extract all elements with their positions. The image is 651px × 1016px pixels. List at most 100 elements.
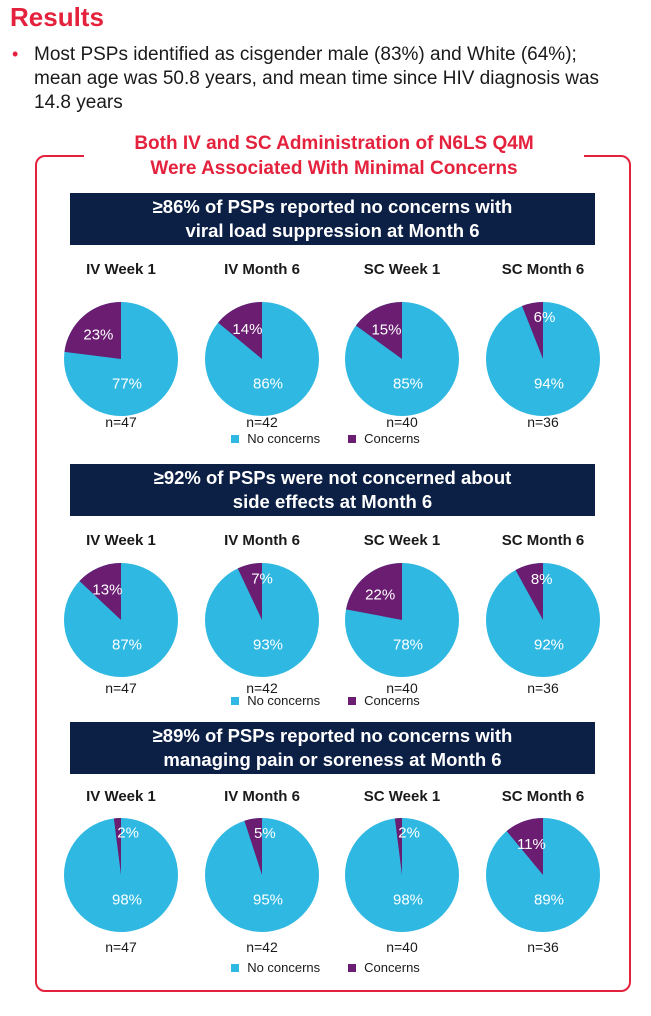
pct-label-no-concerns: 98% <box>393 892 423 909</box>
pct-label-no-concerns: 86% <box>253 376 283 393</box>
pie-label: IV Week 1 <box>86 261 156 278</box>
pie-label: IV Month 6 <box>224 788 300 805</box>
pct-label-concerns: 2% <box>398 824 420 841</box>
pct-label-concerns: 23% <box>83 326 113 343</box>
pie-label: SC Month 6 <box>501 532 585 549</box>
pie-chart: 2% 98% <box>64 818 178 932</box>
pie-slice-concerns <box>113 818 121 875</box>
pie-chart: 7% 93% <box>205 563 319 677</box>
pie-slice-concerns <box>515 563 543 620</box>
sample-size-label: n=42 <box>246 939 278 955</box>
legend-swatch-icon <box>348 696 357 705</box>
sample-size-label: n=36 <box>527 680 559 696</box>
pie-chart: 23% 77% <box>64 302 178 416</box>
pie-chart: 13% 87% <box>64 563 178 677</box>
chart-legend: No concerns Concerns <box>0 431 651 446</box>
chart-title-line1: ≥89% of PSPs reported no concerns with <box>152 725 513 746</box>
pie-chart: 6% 94% <box>486 302 600 416</box>
pct-label-concerns: 2% <box>117 824 139 841</box>
pie-chart: 8% 92% <box>486 563 600 677</box>
sample-size-label: n=36 <box>527 414 559 430</box>
pct-label-no-concerns: 95% <box>253 892 283 909</box>
pct-label-no-concerns: 94% <box>534 376 564 393</box>
pct-label-no-concerns: 85% <box>393 376 423 393</box>
pct-label-no-concerns: 98% <box>112 892 142 909</box>
chart-title-line2: viral load suppression at Month 6 <box>185 220 480 241</box>
sample-size-label: n=36 <box>527 939 559 955</box>
chart-banner: ≥86% of PSPs reported no concerns with vi… <box>70 193 595 245</box>
pct-label-no-concerns: 89% <box>534 892 564 909</box>
pie-slice-concerns <box>64 302 121 359</box>
summary-bullet: • Most PSPs identified as cisgender male… <box>12 43 614 115</box>
pie-chart: 11% 89% <box>486 818 600 932</box>
pct-label-no-concerns: 93% <box>253 637 283 654</box>
pie-slice-concerns <box>355 302 402 359</box>
summary-text: Most PSPs identified as cisgender male (… <box>34 44 600 113</box>
sample-size-label: n=40 <box>386 939 418 955</box>
pct-label-concerns: 7% <box>251 570 273 587</box>
sample-size-label: n=40 <box>386 414 418 430</box>
legend-swatch-icon <box>348 963 357 972</box>
pie-label: IV Week 1 <box>86 532 156 549</box>
legend-label: No concerns <box>247 431 321 446</box>
sample-size-label: n=47 <box>105 414 137 430</box>
pie-slice-concerns <box>79 563 121 620</box>
pie-label: SC Week 1 <box>363 261 441 278</box>
pct-label-concerns: 22% <box>365 587 395 604</box>
section-heading-line2: Were Associated With Minimal Concerns <box>150 158 518 179</box>
chart-title-line2: side effects at Month 6 <box>232 491 433 512</box>
legend-swatch-icon <box>231 434 240 443</box>
pie-slice-concerns <box>394 818 402 875</box>
chart-banner-text: ≥92% of PSPs were not concerned about sid… <box>154 466 512 514</box>
chart-legend: No concerns Concerns <box>0 693 651 708</box>
pie-slice-concerns <box>218 302 262 359</box>
legend-swatch-icon <box>231 963 240 972</box>
pie-chart: 22% 78% <box>345 563 459 677</box>
pie-label: SC Month 6 <box>501 788 585 805</box>
pct-label-no-concerns: 92% <box>534 637 564 654</box>
pie-label: SC Week 1 <box>363 788 441 805</box>
legend-item-no-concerns: No concerns <box>231 693 320 708</box>
pie-label: IV Week 1 <box>86 788 156 805</box>
pie-chart: 14% 86% <box>205 302 319 416</box>
chart-banner: ≥92% of PSPs were not concerned about sid… <box>70 464 595 516</box>
pie-slice-concerns <box>346 563 402 620</box>
pct-label-concerns: 15% <box>371 322 401 339</box>
pct-label-concerns: 5% <box>254 825 276 842</box>
legend-item-concerns: Concerns <box>348 960 420 975</box>
sample-size-label: n=47 <box>105 680 137 696</box>
legend-label: Concerns <box>364 960 420 975</box>
sample-size-label: n=40 <box>386 680 418 696</box>
legend-label: No concerns <box>247 960 321 975</box>
pct-label-concerns: 11% <box>517 836 546 853</box>
pct-label-concerns: 6% <box>534 309 556 326</box>
legend-item-no-concerns: No concerns <box>231 431 320 446</box>
pie-slice-concerns <box>237 563 262 620</box>
sample-size-label: n=42 <box>246 414 278 430</box>
legend-item-concerns: Concerns <box>348 431 420 446</box>
pie-slice-concerns <box>244 818 262 875</box>
legend-swatch-icon <box>231 696 240 705</box>
legend-item-concerns: Concerns <box>348 693 420 708</box>
pie-chart: 2% 98% <box>345 818 459 932</box>
pie-chart: 15% 85% <box>345 302 459 416</box>
pct-label-no-concerns: 77% <box>112 376 142 393</box>
chart-title-line1: ≥92% of PSPs were not concerned about <box>153 467 512 488</box>
chart-banner-text: ≥86% of PSPs reported no concerns with vi… <box>153 195 513 243</box>
chart-title-line1: ≥86% of PSPs reported no concerns with <box>152 196 513 217</box>
sample-size-label: n=47 <box>105 939 137 955</box>
sample-size-label: n=42 <box>246 680 278 696</box>
legend-label: No concerns <box>247 693 321 708</box>
legend-label: Concerns <box>364 693 420 708</box>
legend-item-no-concerns: No concerns <box>231 960 320 975</box>
pie-label: IV Month 6 <box>224 261 300 278</box>
pct-label-concerns: 14% <box>232 321 262 338</box>
bullet-dot-icon: • <box>12 44 19 64</box>
pie-label: IV Month 6 <box>224 532 300 549</box>
pct-label-concerns: 8% <box>531 571 553 588</box>
pct-label-no-concerns: 87% <box>112 637 142 654</box>
pie-slice-concerns <box>506 818 543 875</box>
pie-slice-concerns <box>522 302 543 359</box>
chart-banner: ≥89% of PSPs reported no concerns with ma… <box>70 722 595 774</box>
chart-legend: No concerns Concerns <box>0 960 651 975</box>
